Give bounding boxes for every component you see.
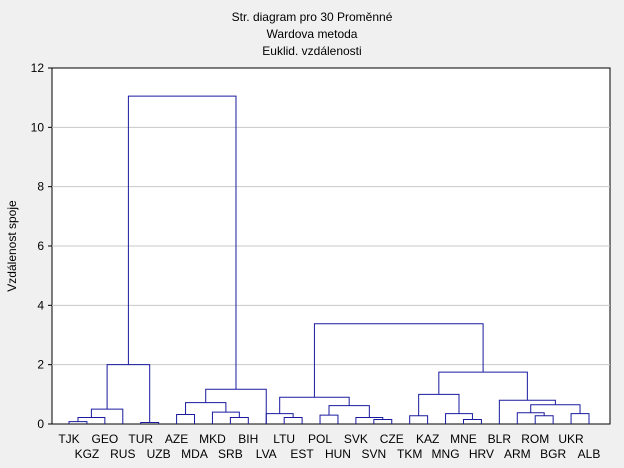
dendrogram-link [176,414,196,424]
leaf-label: ALB [578,447,601,461]
y-tick-label: 6 [37,239,44,253]
leaf-label: SVN [361,447,386,461]
y-tick-label: 8 [37,180,44,194]
leaf-label: UKR [558,432,584,446]
dendrogram-link [328,405,370,418]
y-tick-label: 0 [37,417,44,431]
dendrogram-link [530,404,581,414]
leaf-label: HUN [325,447,351,461]
leaf-label: LTU [273,432,295,446]
leaf-label: EST [290,447,314,461]
chart-title-line-1: Str. diagram pro 30 Proměnné [232,10,393,24]
leaf-label: AZE [165,432,188,446]
leaf-label: BGR [540,447,566,461]
leaf-label: MDA [181,447,208,461]
leaf-label: RUS [110,447,135,461]
leaf-label: SRB [218,447,243,461]
dendrogram-link [106,364,151,423]
dendrogram-link [516,412,545,424]
leaf-label: ARM [504,447,531,461]
dendrogram-link [90,408,124,424]
y-tick-label: 4 [37,298,44,312]
y-tick-label: 12 [31,61,45,75]
dendrogram-link [445,413,473,424]
leaf-label: CZE [380,432,404,446]
leaf-label: TKM [397,447,422,461]
dendrogram-link [140,422,160,424]
leaf-label: POL [308,432,332,446]
leaf-label: ROM [521,432,549,446]
dendrogram-link [313,323,484,398]
leaf-label: MNE [450,432,477,446]
y-axis-title: Vzdálenost spoje [5,200,19,292]
dendrogram-links [68,95,590,424]
dendrogram-link [498,399,556,424]
leaf-label: GEO [92,432,119,446]
leaf-label: MNG [432,447,460,461]
leaf-labels: TJKKGZGEORUSTURUZBAZEMDAMKDSRBBIHLVALTUE… [58,432,600,461]
leaf-label: KGZ [75,447,100,461]
leaf-label: HRV [469,447,494,461]
leaf-label: BIH [238,432,258,446]
leaf-label: SVK [344,432,368,446]
leaf-label: TUR [128,432,153,446]
y-axis-ticks: 0 2 4 6 8 10 12 [31,61,52,431]
leaf-label: KAZ [416,432,439,446]
dendrogram-link [127,95,237,390]
y-tick-label: 10 [31,120,45,134]
leaf-label: MKD [199,432,226,446]
dendrogram-link [68,421,88,424]
y-tick-label: 2 [37,358,44,372]
dendrogram-link [570,413,590,424]
leaf-label: BLR [488,432,512,446]
chart-title-line-3: Euklid. vzdálenosti [262,44,361,58]
leaf-label: LVA [256,447,277,461]
dendrogram-link [265,413,294,424]
chart-title-line-2: Wardova metoda [267,27,358,41]
leaf-label: UZB [147,447,171,461]
leaf-label: TJK [58,432,79,446]
